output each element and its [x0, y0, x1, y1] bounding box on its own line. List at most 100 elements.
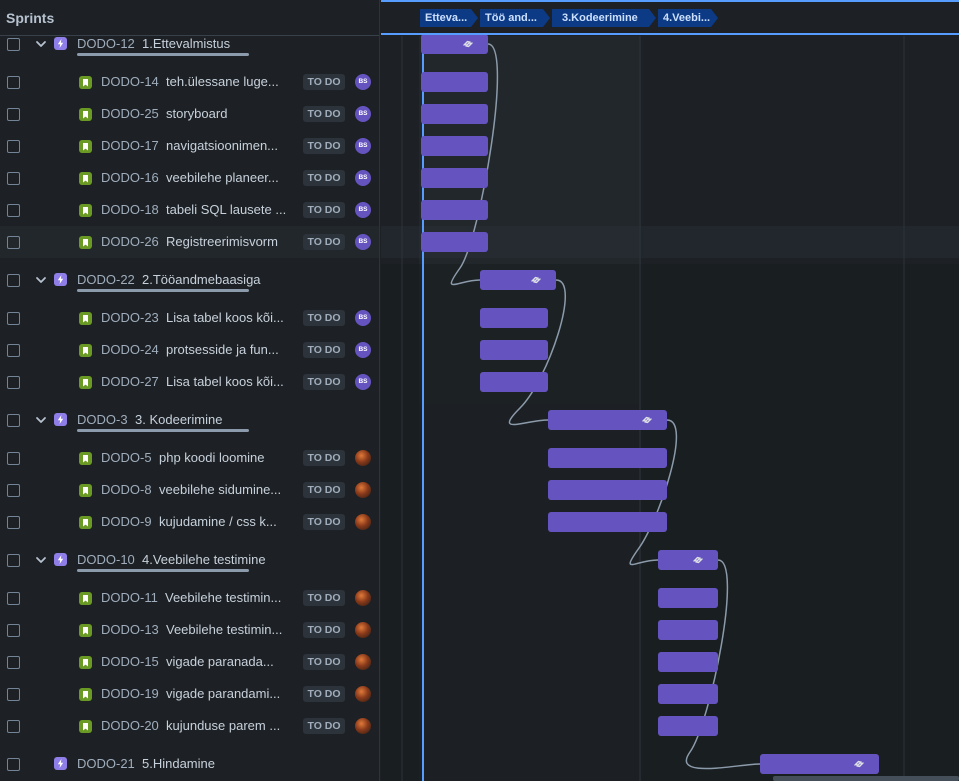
issue-key[interactable]: DODO-14: [101, 74, 159, 89]
issue-key[interactable]: DODO-17: [101, 138, 159, 153]
issue-key[interactable]: DODO-24: [101, 342, 159, 357]
row-checkbox[interactable]: [7, 171, 20, 185]
assignee-avatar[interactable]: BS: [355, 106, 371, 122]
assignee-avatar[interactable]: BS: [355, 138, 371, 154]
row-checkbox[interactable]: [7, 139, 20, 153]
issue-summary[interactable]: kujunduse parem ...: [166, 718, 281, 733]
row-checkbox[interactable]: [7, 311, 20, 325]
sprint-chip[interactable]: Etteva...: [420, 9, 478, 27]
issue-summary[interactable]: Veebilehe testimin...: [166, 622, 283, 637]
issue-key[interactable]: DODO-11: [101, 590, 158, 605]
issue-row[interactable]: DODO-24 protsesside ja fun... TO DO BS: [0, 334, 379, 366]
status-badge[interactable]: TO DO: [303, 450, 345, 466]
assignee-avatar[interactable]: BS: [355, 234, 371, 250]
assignee-avatar[interactable]: BS: [355, 342, 371, 358]
issue-row[interactable]: DODO-13 Veebilehe testimin... TO DO: [0, 614, 379, 646]
assignee-avatar[interactable]: [355, 450, 371, 466]
issue-row[interactable]: DODO-20 kujunduse parem ... TO DO: [0, 710, 379, 742]
assignee-avatar[interactable]: BS: [355, 310, 371, 326]
issue-bar[interactable]: [658, 716, 718, 736]
chevron-down-icon[interactable]: [34, 553, 48, 567]
status-badge[interactable]: TO DO: [303, 514, 345, 530]
issue-summary[interactable]: 5.Hindamine: [142, 756, 215, 771]
status-badge[interactable]: TO DO: [303, 718, 345, 734]
issue-row[interactable]: DODO-9 kujudamine / css k... TO DO: [0, 506, 379, 538]
issue-summary[interactable]: Lisa tabel koos kõi...: [166, 310, 284, 325]
issue-row[interactable]: DODO-27 Lisa tabel koos kõi... TO DO BS: [0, 366, 379, 398]
assignee-avatar[interactable]: [355, 718, 371, 734]
row-checkbox[interactable]: [7, 483, 20, 497]
row-checkbox[interactable]: [7, 375, 20, 389]
row-checkbox[interactable]: [7, 203, 20, 217]
issue-row[interactable]: DODO-14 teh.ülessane luge... TO DO BS: [0, 66, 379, 98]
issue-row[interactable]: DODO-26 Registreerimisvorm TO DO BS: [0, 226, 379, 258]
status-badge[interactable]: TO DO: [303, 170, 345, 186]
status-badge[interactable]: TO DO: [303, 686, 345, 702]
issue-bar[interactable]: [480, 340, 548, 360]
issue-key[interactable]: DODO-19: [101, 686, 159, 701]
row-checkbox[interactable]: [7, 687, 20, 701]
issue-bar[interactable]: [658, 684, 718, 704]
sprint-chip[interactable]: Töö and...: [480, 9, 550, 27]
issue-row[interactable]: DODO-18 tabeli SQL lausete ... TO DO BS: [0, 194, 379, 226]
issue-key[interactable]: DODO-18: [101, 202, 159, 217]
row-checkbox[interactable]: [7, 107, 20, 121]
issue-summary[interactable]: 1.Ettevalmistus: [142, 36, 231, 51]
issue-bar[interactable]: [658, 620, 718, 640]
issue-bar[interactable]: [548, 448, 667, 468]
issue-row[interactable]: DODO-25 storyboard TO DO BS: [0, 98, 379, 130]
issue-key[interactable]: DODO-8: [101, 482, 152, 497]
chevron-down-icon[interactable]: [34, 413, 48, 427]
assignee-avatar[interactable]: [355, 622, 371, 638]
issue-row[interactable]: DODO-23 Lisa tabel koos kõi... TO DO BS: [0, 302, 379, 334]
issue-row[interactable]: DODO-8 veebilehe sidumine... TO DO: [0, 474, 379, 506]
row-checkbox[interactable]: [7, 515, 20, 529]
row-checkbox[interactable]: [7, 451, 20, 465]
issue-bar[interactable]: [480, 372, 548, 392]
assignee-avatar[interactable]: [355, 654, 371, 670]
issue-summary[interactable]: 3. Kodeerimine: [135, 412, 223, 427]
status-badge[interactable]: TO DO: [303, 202, 345, 218]
issue-summary[interactable]: veebilehe planeer...: [166, 170, 279, 185]
status-badge[interactable]: TO DO: [303, 654, 345, 670]
epic-bar[interactable]: [480, 270, 556, 290]
row-checkbox[interactable]: [7, 273, 20, 287]
issue-bar[interactable]: [421, 200, 488, 220]
issue-row[interactable]: DODO-17 navigatsioonimen... TO DO BS: [0, 130, 379, 162]
issue-key[interactable]: DODO-9: [101, 514, 152, 529]
issue-key[interactable]: DODO-10: [77, 552, 135, 567]
issue-bar[interactable]: [658, 652, 718, 672]
issue-summary[interactable]: protsesside ja fun...: [166, 342, 279, 357]
issue-bar[interactable]: [421, 168, 488, 188]
sprint-chip[interactable]: 3.Kodeerimine: [552, 9, 656, 27]
issue-summary[interactable]: Lisa tabel koos kõi...: [166, 374, 284, 389]
assignee-avatar[interactable]: BS: [355, 374, 371, 390]
issue-key[interactable]: DODO-27: [101, 374, 159, 389]
issue-key[interactable]: DODO-15: [101, 654, 159, 669]
status-badge[interactable]: TO DO: [303, 342, 345, 358]
issue-summary[interactable]: 4.Veebilehe testimine: [142, 552, 266, 567]
issue-summary[interactable]: veebilehe sidumine...: [159, 482, 282, 497]
row-checkbox[interactable]: [7, 553, 20, 567]
row-checkbox[interactable]: [7, 757, 20, 771]
issue-key[interactable]: DODO-22: [77, 272, 135, 287]
issue-row[interactable]: DODO-15 vigade paranada... TO DO: [0, 646, 379, 678]
status-badge[interactable]: TO DO: [303, 622, 345, 638]
issue-key[interactable]: DODO-25: [101, 106, 159, 121]
issue-bar[interactable]: [421, 104, 488, 124]
issue-summary[interactable]: kujudamine / css k...: [159, 514, 277, 529]
status-badge[interactable]: TO DO: [303, 106, 345, 122]
issue-summary[interactable]: storyboard: [166, 106, 228, 121]
row-checkbox[interactable]: [7, 623, 20, 637]
issue-summary[interactable]: vigade paranada...: [166, 654, 274, 669]
issue-row[interactable]: DODO-19 vigade parandami... TO DO: [0, 678, 379, 710]
issue-summary[interactable]: 2.Tööandmebaasiga: [142, 272, 261, 287]
status-badge[interactable]: TO DO: [303, 590, 345, 606]
issue-summary[interactable]: php koodi loomine: [159, 450, 265, 465]
issue-row[interactable]: DODO-11 Veebilehe testimin... TO DO: [0, 582, 379, 614]
issue-summary[interactable]: Veebilehe testimin...: [165, 590, 282, 605]
issue-key[interactable]: DODO-23: [101, 310, 159, 325]
issue-key[interactable]: DODO-5: [101, 450, 152, 465]
issue-key[interactable]: DODO-3: [77, 412, 128, 427]
horizontal-scrollbar[interactable]: [773, 776, 959, 781]
